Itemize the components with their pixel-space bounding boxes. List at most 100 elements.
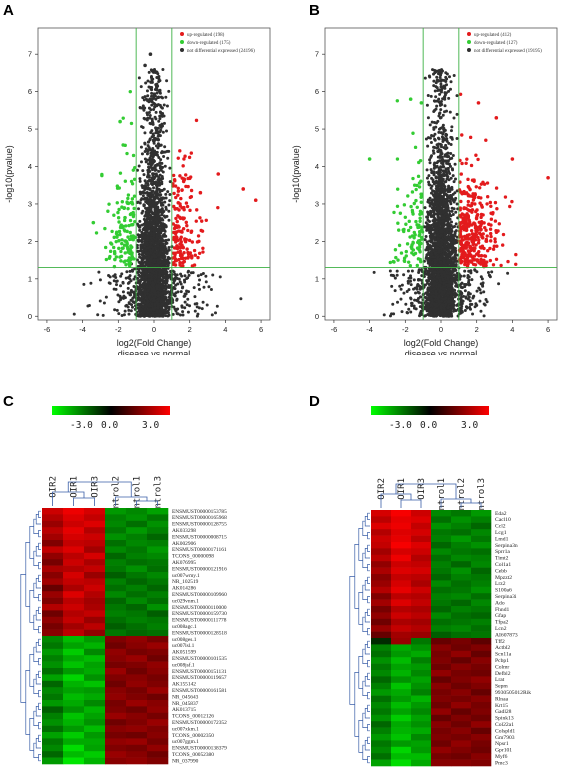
- point-ns: [164, 280, 168, 284]
- point-ns: [136, 293, 140, 297]
- point-ns: [199, 273, 203, 277]
- point-ns: [183, 274, 187, 278]
- point-ns: [197, 287, 201, 291]
- point-ns: [154, 274, 158, 278]
- point-ns: [108, 275, 112, 279]
- point-up: [174, 257, 178, 261]
- point-up: [189, 194, 194, 199]
- scatter-points: [367, 68, 550, 318]
- point-ns: [153, 136, 157, 140]
- point-ns: [186, 269, 190, 273]
- point-ns: [200, 307, 204, 311]
- point-ns: [146, 228, 150, 232]
- point-ns: [144, 81, 148, 85]
- point-ns: [158, 117, 162, 121]
- point-down: [118, 225, 123, 230]
- point-ns: [164, 314, 168, 318]
- point-ns: [138, 179, 142, 183]
- point-down: [131, 234, 135, 238]
- point-ns: [173, 272, 177, 276]
- point-ns: [150, 103, 154, 107]
- point-ns: [151, 281, 155, 285]
- point-ns: [187, 290, 191, 294]
- point-up: [174, 240, 178, 244]
- point-up: [186, 176, 190, 181]
- x-tick-label: -6: [331, 325, 338, 334]
- point-ns: [141, 191, 145, 195]
- point-down: [112, 245, 116, 250]
- point-ns: [450, 220, 454, 224]
- point-ns: [435, 104, 439, 108]
- point-ns: [163, 145, 167, 149]
- point-ns: [160, 161, 164, 165]
- point-up: [198, 216, 202, 220]
- point-down: [118, 171, 123, 175]
- point-ns: [197, 283, 201, 287]
- point-ns: [158, 130, 162, 134]
- point-ns: [158, 288, 162, 292]
- point-ns: [150, 100, 154, 104]
- point-ns: [151, 287, 155, 291]
- point-ns: [162, 187, 166, 191]
- point-ns: [167, 238, 171, 242]
- point-down: [132, 177, 137, 181]
- point-down: [117, 207, 121, 212]
- point-ns: [147, 212, 151, 216]
- point-up: [177, 225, 181, 229]
- point-ns: [442, 130, 446, 134]
- point-up: [178, 237, 183, 241]
- point-ns: [115, 308, 119, 312]
- point-ns: [167, 300, 171, 304]
- y-tick-label: 1: [28, 274, 32, 283]
- point-ns: [127, 312, 131, 316]
- point-ns: [156, 146, 160, 150]
- point-down: [115, 184, 120, 188]
- point-ns: [157, 214, 161, 218]
- point-ns: [144, 206, 148, 210]
- point-ns: [140, 256, 144, 260]
- point-ns: [425, 103, 429, 107]
- point-down: [123, 239, 128, 243]
- point-ns: [126, 305, 130, 309]
- x-tick-label: -2: [115, 325, 122, 334]
- point-ns: [447, 184, 451, 188]
- point-ns: [160, 302, 164, 306]
- point-ns: [152, 154, 156, 158]
- point-ns: [146, 236, 150, 240]
- point-ns: [172, 285, 176, 289]
- point-ns: [146, 94, 150, 98]
- point-down: [123, 229, 127, 233]
- point-ns: [157, 253, 161, 257]
- point-ns: [141, 185, 145, 189]
- point-ns: [454, 177, 458, 181]
- point-down: [117, 229, 122, 234]
- point-ns: [150, 69, 154, 73]
- point-ns: [165, 251, 169, 255]
- point-ns: [147, 178, 151, 182]
- point-ns: [136, 270, 140, 274]
- point-ns: [211, 273, 215, 277]
- legend-entry: up-regulated (198): [187, 33, 225, 38]
- point-ns: [140, 285, 144, 289]
- point-ns: [139, 246, 143, 250]
- point-ns: [450, 125, 454, 129]
- point-ns: [151, 247, 155, 251]
- point-down: [120, 238, 124, 242]
- scatter-points: [72, 52, 258, 318]
- x-tick-label: 2: [188, 325, 192, 334]
- point-ns: [133, 292, 137, 296]
- point-ns: [137, 238, 141, 242]
- point-ns: [155, 287, 159, 291]
- point-ns: [138, 274, 142, 278]
- point-ns: [147, 286, 151, 290]
- point-ns: [141, 305, 145, 309]
- point-ns: [162, 252, 166, 256]
- point-ns: [161, 267, 165, 271]
- point-up: [201, 246, 205, 251]
- point-ns: [102, 301, 106, 305]
- point-down: [128, 89, 132, 94]
- x-tick-label: 6: [259, 325, 263, 334]
- point-ns: [143, 95, 147, 99]
- point-ns: [168, 275, 172, 279]
